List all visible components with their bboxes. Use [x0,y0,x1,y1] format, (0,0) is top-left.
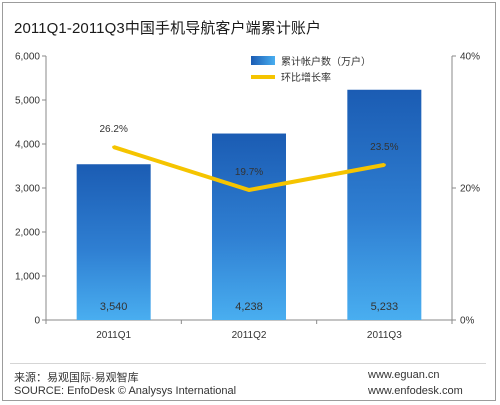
growth-rate-label: 26.2% [99,124,127,135]
bar-2011q3 [347,89,422,320]
bar-2011q2 [212,133,286,320]
y-left-tick-label: 2,000 [15,228,40,239]
x-category-label: 2011Q3 [367,330,402,341]
chart-title: 2011Q1-2011Q3中国手机导航客户端累计账户 [14,20,322,37]
x-category-label: 2011Q1 [96,330,131,341]
y-left-tick-label: 6,000 [15,52,40,63]
labels-layer: 3,540 4,238 5,233 26.2% 19.7% 23.5% [99,124,398,313]
y-left-tick-label: 1,000 [15,272,40,283]
line-layer [112,145,386,192]
growth-rate-point [382,163,386,167]
bar-value-label: 3,540 [100,301,128,313]
growth-rate-label: 23.5% [370,142,398,153]
y-right-tick-label: 20% [460,184,480,195]
bar-2011q1 [76,164,151,320]
legend-swatch-bar [251,56,275,65]
legend-label-line: 环比增长率 [281,71,331,84]
y-left-tick-label: 3,000 [15,184,40,195]
url-eguan-link[interactable]: www.eguan.cn [368,369,440,381]
legend-label-bar: 累计帐户数（万户） [281,55,371,68]
growth-rate-label: 19.7% [235,167,263,178]
bars-layer [76,89,422,320]
y-left-tick-label: 4,000 [15,140,40,151]
url-enfodesk-link[interactable]: www.enfodesk.com [368,385,463,397]
bar-value-label: 5,233 [371,301,399,313]
y-left-tick-label: 0 [34,316,40,327]
legend: 累计帐户数（万户） 环比增长率 [251,55,371,84]
source-cn: 来源：易观国际·易观智库 [14,372,139,384]
bar-value-label: 4,238 [235,301,263,313]
y-right-tick-label: 0% [460,316,475,327]
growth-rate-point [112,145,116,149]
growth-rate-point [247,188,251,192]
y-left-tick-label: 5,000 [15,96,40,107]
y-right-tick-label: 40% [460,52,480,63]
source-en: SOURCE: EnfoDesk © Analysys Internationa… [14,385,237,397]
x-category-label: 2011Q2 [232,330,267,341]
footer-divider [10,363,486,364]
